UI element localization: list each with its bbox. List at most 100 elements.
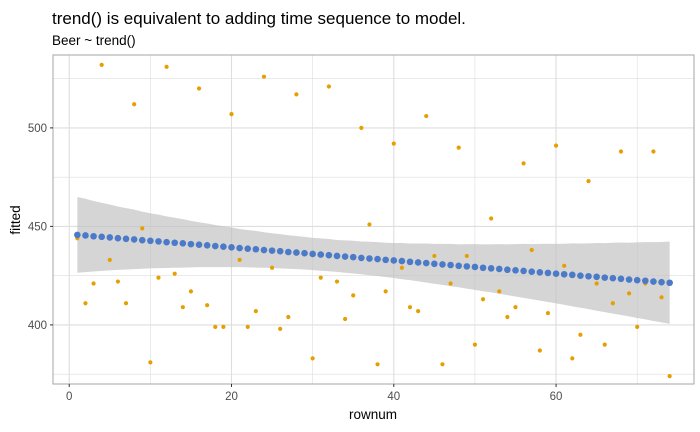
observed-point (448, 281, 453, 286)
observed-point (456, 145, 461, 150)
observed-point (140, 226, 145, 231)
fitted-point (90, 232, 97, 240)
fitted-point (520, 267, 527, 275)
fitted-point (414, 259, 422, 266)
observed-point (578, 332, 583, 337)
fitted-point (187, 240, 195, 248)
fitted-point (317, 251, 325, 258)
fitted-point (609, 274, 617, 282)
observed-point (286, 314, 291, 320)
fitted-point (163, 238, 170, 246)
fitted-point (220, 243, 227, 250)
fitted-point (666, 279, 673, 287)
fitted-point (455, 262, 462, 270)
observed-point (172, 271, 177, 276)
observed-point (553, 143, 559, 148)
fitted-point (568, 271, 576, 279)
fitted-point (349, 253, 357, 261)
x-tick-label: 60 (550, 391, 563, 403)
fitted-point (512, 267, 519, 274)
observed-point (505, 314, 510, 320)
observed-point (383, 289, 388, 294)
x-tick-label: 20 (225, 391, 238, 403)
observed-point (489, 216, 494, 221)
fitted-point (114, 234, 122, 242)
fitted-point (374, 255, 381, 263)
observed-point (261, 74, 267, 79)
confidence-band-layer (77, 197, 670, 324)
observed-point (562, 263, 567, 268)
observed-point (156, 275, 161, 280)
fitted-point (495, 265, 503, 273)
observed-point (424, 113, 429, 119)
gridlines (53, 55, 694, 384)
fitted-point (544, 269, 552, 277)
observed-point (626, 291, 632, 296)
panel-border (52, 54, 695, 385)
y-axis-title: fitted (8, 205, 23, 234)
x-tick-label: 0 (66, 391, 72, 403)
fitted-point (366, 255, 373, 262)
chart-title: trend() is equivalent to adding time seq… (52, 9, 466, 28)
observed-point (497, 289, 502, 294)
observed-point (115, 279, 121, 284)
observed-point (326, 84, 331, 89)
chart-subtitle: Beer ~ trend() (52, 33, 136, 48)
observed-point (180, 305, 185, 310)
fitted-point (439, 261, 446, 268)
fitted-point (593, 273, 600, 281)
fitted-point (309, 250, 316, 258)
observed-point (659, 295, 664, 300)
observed-point (278, 326, 283, 331)
observed-point (237, 257, 242, 262)
confidence-band (77, 197, 670, 324)
observed-point (375, 362, 380, 367)
y-tick-label: 450 (28, 221, 47, 233)
fitted-point (276, 247, 284, 255)
observed-point (594, 281, 599, 286)
observed-point (529, 247, 534, 253)
observed-point (651, 149, 656, 154)
fitted-point (325, 251, 333, 259)
y-tick-label: 500 (28, 123, 47, 135)
observed-point (391, 141, 396, 146)
observed-point (480, 297, 486, 302)
fitted-point (236, 244, 243, 252)
observed-points (75, 62, 672, 379)
fitted-point (528, 268, 536, 276)
x-axis-ticks: 0 20 40 60 (66, 384, 562, 403)
fitted-point (341, 253, 349, 260)
fitted-point (252, 245, 260, 253)
fitted-point (577, 272, 584, 279)
fitted-point (171, 239, 179, 247)
observed-point (570, 356, 575, 361)
fitted-point (463, 263, 471, 270)
fitted-point (98, 233, 105, 241)
observed-point (351, 293, 356, 298)
fitted-point (504, 266, 511, 274)
fitted-point (285, 248, 292, 256)
observed-point (164, 64, 169, 69)
observed-point (253, 309, 258, 314)
fitted-points (74, 231, 673, 287)
fitted-point (585, 272, 592, 280)
fitted-point (106, 234, 114, 241)
fitted-point (658, 278, 665, 286)
fitted-point (268, 247, 276, 254)
fitted-point (382, 256, 389, 264)
y-axis-ticks: 400 450 500 (28, 123, 53, 332)
fitted-point (333, 252, 341, 260)
fitted-point (138, 236, 146, 244)
fitted-point (195, 241, 203, 249)
observed-point (229, 112, 234, 117)
fitted-point (390, 257, 398, 264)
observed-point (545, 310, 551, 316)
observed-point (464, 253, 469, 259)
fitted-point (479, 264, 487, 272)
fitted-point (155, 238, 162, 245)
observed-point (610, 301, 615, 306)
fitted-point (650, 278, 657, 285)
observed-point (586, 178, 591, 184)
fitted-point (406, 258, 414, 266)
x-tick-label: 40 (387, 391, 400, 403)
